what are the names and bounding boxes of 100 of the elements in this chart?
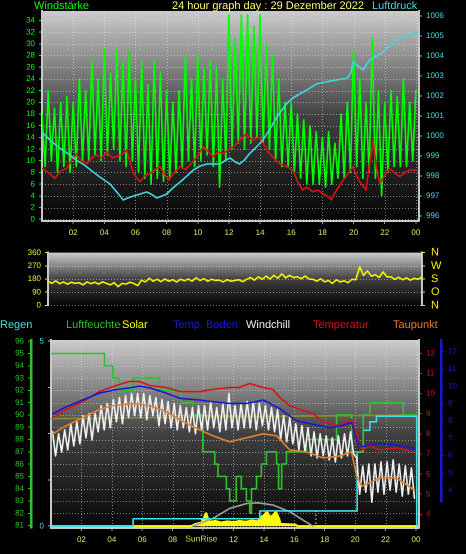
y-tick-label: 7 [448, 433, 453, 442]
y-tick-label: 32 [26, 27, 36, 36]
ref-line-label: SunRise [185, 534, 218, 544]
y-tick-label: 11 [448, 364, 457, 373]
y-tick-label: 360 [28, 248, 42, 257]
y-tick-label: 86 [15, 459, 25, 468]
y-tick-label: 5 [448, 468, 453, 478]
y-tick-label: 12 [26, 144, 36, 154]
y-tick-label: 83 [15, 496, 25, 506]
x-tick-label: 22 [381, 535, 391, 544]
y2-tick-label: 10 [426, 388, 436, 398]
y2-tick-label: 11 [426, 368, 435, 378]
y-tick-label: 93 [15, 373, 25, 382]
x-tick-label: 04 [107, 535, 117, 544]
y-tick-label: 0 [30, 214, 36, 224]
y-tick-label: 8 [30, 168, 36, 177]
y2-axis-title: Luftdruck [372, 0, 418, 12]
y-tick-label: 20 [26, 97, 36, 106]
y-tick-label: 270 [28, 261, 42, 270]
y-tick-label: 87 [15, 447, 25, 456]
y2-tick-label: 1000 [426, 131, 444, 140]
x-tick-label: 06 [131, 228, 140, 238]
x-tick-label: 14 [259, 535, 269, 544]
x-tick-label: 20 [349, 228, 359, 238]
x-tick-label: 12 [229, 535, 238, 544]
y-tick-label: 24 [26, 74, 36, 84]
y-tick-label: 4 [30, 191, 36, 200]
x-tick-label: 02 [68, 228, 78, 238]
category-label: S [431, 273, 438, 286]
y-tick-label: 9 [448, 398, 453, 408]
y2-tick-label: 1002 [426, 91, 444, 100]
y-tick-label: 96 [15, 336, 25, 346]
x-tick-label: 06 [138, 535, 148, 544]
y2-tick-label: 1006 [426, 11, 444, 20]
x-tick-label: 20 [350, 535, 360, 544]
y-tick-label: 18 [26, 109, 36, 118]
category-label: O [431, 286, 440, 298]
y2-tick-label: 1001 [426, 111, 444, 120]
text: Windchill [246, 319, 290, 331]
y-tick-label: 10 [26, 156, 36, 165]
y-tick-label: 180 [28, 274, 42, 284]
y-tick-label: 6 [448, 450, 453, 460]
text: Temperatur [313, 319, 369, 331]
y-tick-label: 85 [15, 472, 25, 481]
y-tick-label: 26 [26, 62, 36, 72]
y-tick-label: 16 [26, 120, 36, 130]
y-tick-label: 90 [32, 287, 42, 296]
y2-tick-label: 996 [426, 211, 440, 220]
x-tick-label: 08 [162, 228, 172, 238]
y-tick-label: 84 [15, 484, 25, 493]
text: Solar [122, 319, 148, 331]
y2-tick-label: 9 [426, 408, 431, 418]
text: Luftfeuchte [66, 319, 120, 331]
y-tick-label: 12 [448, 346, 458, 356]
y-tick-label: 92 [15, 386, 25, 395]
y-tick-label: 30 [26, 38, 36, 48]
y2-tick-label: 7 [426, 449, 431, 458]
x-tick-label: 04 [100, 228, 110, 238]
y2-tick-label: 5 [426, 489, 431, 498]
y2-tick-label: 1005 [426, 31, 444, 40]
y2-tick-label: 4 [426, 510, 431, 519]
category-label: W [431, 260, 442, 272]
y2-tick-label: 12 [426, 348, 436, 358]
y-tick-label: 91 [15, 398, 25, 407]
x-tick-label: 18 [318, 228, 328, 238]
x-tick-label: 22 [380, 228, 390, 238]
x-tick-label: 12 [224, 228, 234, 238]
y-tick-label: 28 [26, 50, 36, 60]
y-tick-label: 89 [15, 422, 25, 432]
y-tick-label: 10 [448, 381, 458, 390]
y-tick-label: 14 [26, 132, 36, 142]
y-tick-label: 94 [15, 361, 25, 370]
y-tick-label: 90 [15, 410, 25, 420]
x-tick-label: 00 [411, 228, 421, 238]
text: Taupunkt [393, 319, 438, 331]
x-tick-label: 16 [286, 228, 296, 238]
x-tick-label: 10 [193, 228, 203, 238]
y-tick-label: 22 [26, 86, 36, 95]
x-tick-label: 18 [320, 535, 330, 544]
x-tick-label: 00 [412, 535, 421, 544]
y2-tick-label: 999 [426, 151, 440, 160]
y-tick-label: 95 [15, 348, 25, 358]
category-label: N [431, 246, 439, 259]
x-tick-label: 14 [256, 228, 266, 238]
y2-tick-label: 8 [426, 429, 431, 438]
y-tick-label: 8 [448, 416, 453, 426]
y2-tick-label: 1004 [426, 51, 444, 60]
text: Regen [0, 319, 32, 331]
y-tick-label: 6 [30, 179, 36, 188]
x-tick-label: 16 [290, 535, 300, 544]
x-tick-label: 08 [168, 535, 178, 544]
x-tick-label: 02 [76, 535, 86, 544]
text: Temp. Boden [173, 319, 238, 331]
y-tick-label: 4 [448, 485, 453, 494]
y-tick-label: 81 [15, 520, 25, 530]
y-tick-label: 82 [15, 508, 25, 518]
y2-tick-label: 998 [426, 171, 440, 180]
y-tick-label: 34 [26, 16, 36, 25]
y-tick-label: 0 [36, 300, 42, 310]
y-tick-label: 88 [15, 434, 25, 444]
